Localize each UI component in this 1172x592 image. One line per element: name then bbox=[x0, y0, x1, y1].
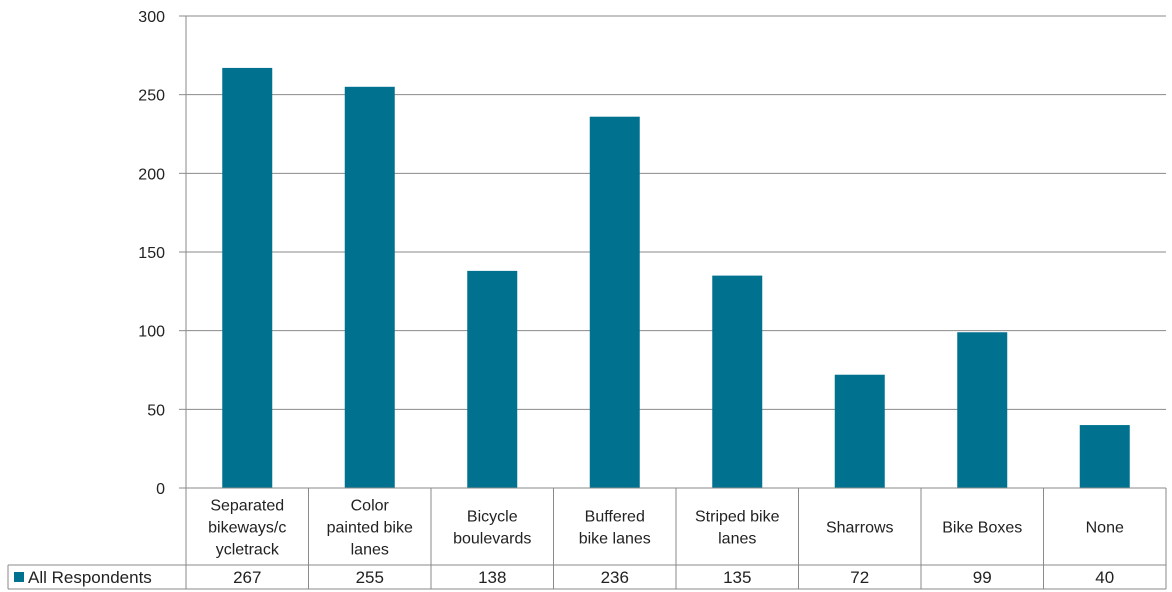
data-label: 135 bbox=[723, 568, 751, 587]
data-label: 99 bbox=[973, 568, 992, 587]
x-category-label: ycletrack bbox=[216, 542, 280, 559]
data-table: Separated bikeways/c ycletrack Color painted… bbox=[7, 488, 1167, 590]
data-label: 267 bbox=[233, 568, 261, 587]
x-category-label: bike lanes bbox=[579, 531, 651, 548]
bar bbox=[712, 275, 763, 488]
y-tick-label: 100 bbox=[138, 324, 165, 341]
y-tick-label: 0 bbox=[156, 481, 165, 498]
legend-series-label: All Respondents bbox=[28, 568, 152, 587]
data-label: 255 bbox=[356, 568, 384, 587]
bar bbox=[957, 332, 1008, 488]
y-tick-label: 250 bbox=[138, 88, 165, 105]
x-category-label: lanes bbox=[351, 542, 389, 559]
x-category-label: Sharrows bbox=[826, 520, 894, 537]
y-tick-label: 50 bbox=[147, 402, 165, 419]
x-category-label: None bbox=[1086, 520, 1124, 537]
data-label: 138 bbox=[478, 568, 506, 587]
bars bbox=[222, 67, 1130, 489]
bar bbox=[1079, 425, 1130, 488]
bar bbox=[467, 270, 518, 488]
x-category-label: boulevards bbox=[453, 531, 531, 548]
y-tick-label: 300 bbox=[138, 9, 165, 26]
legend-swatch bbox=[14, 572, 24, 582]
bar bbox=[344, 86, 395, 489]
x-category-label: Striped bike bbox=[695, 509, 780, 526]
x-category-label: painted bike bbox=[327, 520, 413, 537]
y-tick-label: 200 bbox=[138, 166, 165, 183]
x-category-label: Color bbox=[351, 498, 390, 515]
x-category-label: Buffered bbox=[585, 509, 645, 526]
data-label: 40 bbox=[1095, 568, 1114, 587]
gridlines bbox=[186, 15, 1166, 410]
data-label: 72 bbox=[850, 568, 869, 587]
bar bbox=[834, 374, 885, 488]
bar bbox=[589, 116, 640, 489]
y-axis-ticks: 0 50 100 150 200 250 300 bbox=[138, 9, 186, 498]
x-category-label: Separated bbox=[210, 498, 284, 515]
data-label: 236 bbox=[601, 568, 629, 587]
bar bbox=[222, 67, 273, 489]
y-tick-label: 150 bbox=[138, 245, 165, 262]
x-category-label: Bike Boxes bbox=[942, 520, 1022, 537]
x-category-label: bikeways/c bbox=[208, 520, 286, 537]
x-category-label: lanes bbox=[718, 531, 756, 548]
x-category-label: Bicycle bbox=[467, 509, 518, 526]
